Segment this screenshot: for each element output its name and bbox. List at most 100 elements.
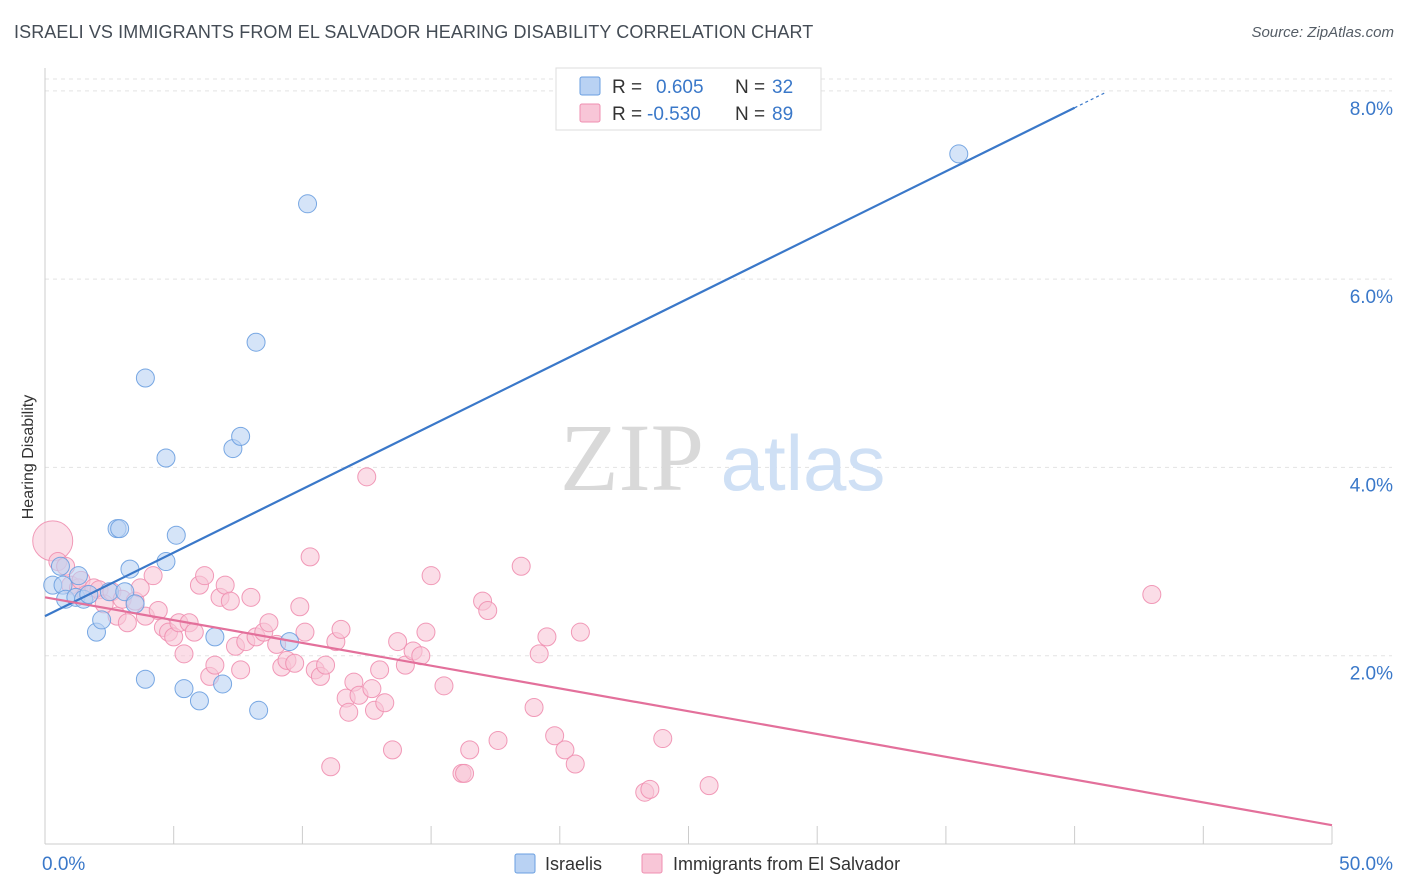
israelis-point-15 bbox=[125, 594, 145, 614]
y-axis-label: Hearing Disability bbox=[20, 395, 37, 520]
immigrants-point-27 bbox=[195, 566, 215, 586]
immigrants-point-87 bbox=[1142, 585, 1162, 605]
immigrants-point-69 bbox=[434, 676, 454, 696]
immigrants-point-62 bbox=[382, 740, 402, 760]
israelis-point-20 bbox=[166, 525, 186, 545]
y-tick-label-2: 6.0% bbox=[1350, 287, 1393, 308]
watermark: ZIP atlas bbox=[560, 404, 885, 511]
y-tick-label-0: 2.0% bbox=[1350, 664, 1393, 685]
immigrants-point-60 bbox=[370, 660, 390, 680]
israelis-point-16 bbox=[135, 669, 155, 689]
chart-title: ISRAELI VS IMMIGRANTS FROM EL SALVADOR H… bbox=[14, 22, 814, 42]
immigrants-point-74 bbox=[478, 601, 498, 621]
immigrants-point-58 bbox=[362, 679, 382, 699]
legend-label-immigrants: Immigrants from El Salvador bbox=[673, 854, 900, 874]
immigrants-point-39 bbox=[259, 613, 279, 633]
israelis-point-23 bbox=[205, 627, 225, 647]
israelis-point-13 bbox=[115, 582, 135, 602]
immigrants-point-34 bbox=[231, 660, 251, 680]
immigrants-point-77 bbox=[524, 697, 544, 717]
immigrants-point-17 bbox=[143, 566, 163, 586]
immigrants-point-85 bbox=[653, 729, 673, 749]
immigrants-point-78 bbox=[529, 644, 549, 664]
watermark-zip: ZIP bbox=[560, 404, 704, 511]
immigrants-point-50 bbox=[321, 757, 341, 777]
immigrants-point-67 bbox=[416, 622, 436, 642]
trend-line-israelis-extension bbox=[1074, 91, 1106, 109]
immigrants-point-36 bbox=[241, 587, 261, 607]
source-credit: Source: ZipAtlas.com bbox=[1251, 24, 1394, 41]
y-tick-label-1: 4.0% bbox=[1350, 475, 1393, 496]
israelis-point-22 bbox=[189, 691, 209, 711]
stats-n-label-immigrants: N = bbox=[735, 104, 765, 125]
immigrants-point-13 bbox=[117, 613, 137, 633]
israelis-point-19 bbox=[156, 448, 176, 468]
immigrants-point-76 bbox=[511, 556, 531, 576]
immigrants-point-71 bbox=[455, 763, 475, 783]
immigrants-point-23 bbox=[174, 644, 194, 664]
stats-r-value-immigrants: -0.530 bbox=[647, 104, 701, 125]
immigrants-point-32 bbox=[220, 591, 240, 611]
x-tick-label-1: 50.0% bbox=[1339, 854, 1393, 875]
israelis-point-28 bbox=[249, 700, 269, 720]
immigrants-point-86 bbox=[699, 776, 719, 796]
watermark-atlas: atlas bbox=[721, 419, 886, 507]
axes bbox=[44, 68, 1333, 845]
stats-r-label-israelis: R = bbox=[612, 77, 642, 98]
stats-r-label-immigrants: R = bbox=[612, 104, 642, 125]
israelis-point-5 bbox=[68, 566, 88, 586]
immigrants-point-80 bbox=[545, 726, 565, 746]
immigrants-point-63 bbox=[388, 632, 408, 652]
immigrants-point-82 bbox=[565, 754, 585, 774]
israelis-point-30 bbox=[298, 194, 318, 214]
immigrants-point-49 bbox=[316, 655, 336, 675]
stats-n-value-immigrants: 89 bbox=[772, 104, 793, 125]
immigrants-point-61 bbox=[375, 693, 395, 713]
series-immigrants-points bbox=[32, 467, 1162, 802]
immigrants-point-75 bbox=[488, 730, 508, 750]
stats-r-value-israelis: 0.605 bbox=[656, 77, 704, 98]
immigrants-point-45 bbox=[295, 622, 315, 642]
israelis-point-27 bbox=[246, 332, 266, 352]
trend-line-immigrants bbox=[44, 596, 1333, 827]
series-legend: Israelis Immigrants from El Salvador bbox=[514, 853, 900, 874]
israelis-point-21 bbox=[174, 679, 194, 699]
israelis-point-1 bbox=[50, 556, 70, 576]
gridlines bbox=[45, 78, 1392, 657]
legend-label-israelis: Israelis bbox=[545, 854, 602, 874]
x-tick-label-0: 0.0% bbox=[42, 854, 85, 875]
israelis-point-31 bbox=[949, 144, 969, 164]
immigrants-point-46 bbox=[300, 547, 320, 567]
israelis-point-17 bbox=[135, 368, 155, 388]
trend-line-israelis bbox=[44, 106, 1076, 618]
immigrants-point-52 bbox=[331, 619, 351, 639]
israelis-point-12 bbox=[110, 519, 130, 539]
legend-swatch-immigrants bbox=[641, 853, 663, 874]
israelis-point-26 bbox=[231, 426, 251, 446]
immigrants-point-72 bbox=[460, 740, 480, 760]
stats-n-value-israelis: 32 bbox=[772, 77, 793, 98]
immigrants-point-43 bbox=[285, 653, 305, 673]
israelis-point-24 bbox=[213, 674, 233, 694]
trend-lines bbox=[44, 91, 1333, 827]
immigrants-point-31 bbox=[215, 575, 235, 595]
stats-legend-swatch-immigrants bbox=[579, 103, 601, 123]
legend-swatch-israelis bbox=[514, 853, 536, 874]
immigrants-point-44 bbox=[290, 597, 310, 617]
stats-n-label-israelis: N = bbox=[735, 77, 765, 98]
stats-legend: R = 0.605 N = 32 R = -0.530 N = 89 bbox=[555, 67, 822, 131]
tick-labels: 2.0% 4.0% 6.0% 8.0% 0.0% 50.0% bbox=[42, 99, 1393, 875]
immigrants-point-54 bbox=[339, 702, 359, 722]
series-israelis-points bbox=[43, 144, 969, 720]
immigrants-point-29 bbox=[205, 655, 225, 675]
israelis-point-9 bbox=[92, 610, 112, 630]
immigrants-point-79 bbox=[537, 627, 557, 647]
immigrants-point-88 bbox=[640, 779, 660, 799]
immigrants-point-68 bbox=[421, 566, 441, 586]
stats-legend-swatch-israelis bbox=[579, 76, 601, 96]
y-tick-label-3: 8.0% bbox=[1350, 99, 1393, 120]
immigrants-point-81 bbox=[555, 740, 575, 760]
immigrants-point-57 bbox=[357, 467, 377, 487]
immigrants-point-83 bbox=[570, 622, 590, 642]
